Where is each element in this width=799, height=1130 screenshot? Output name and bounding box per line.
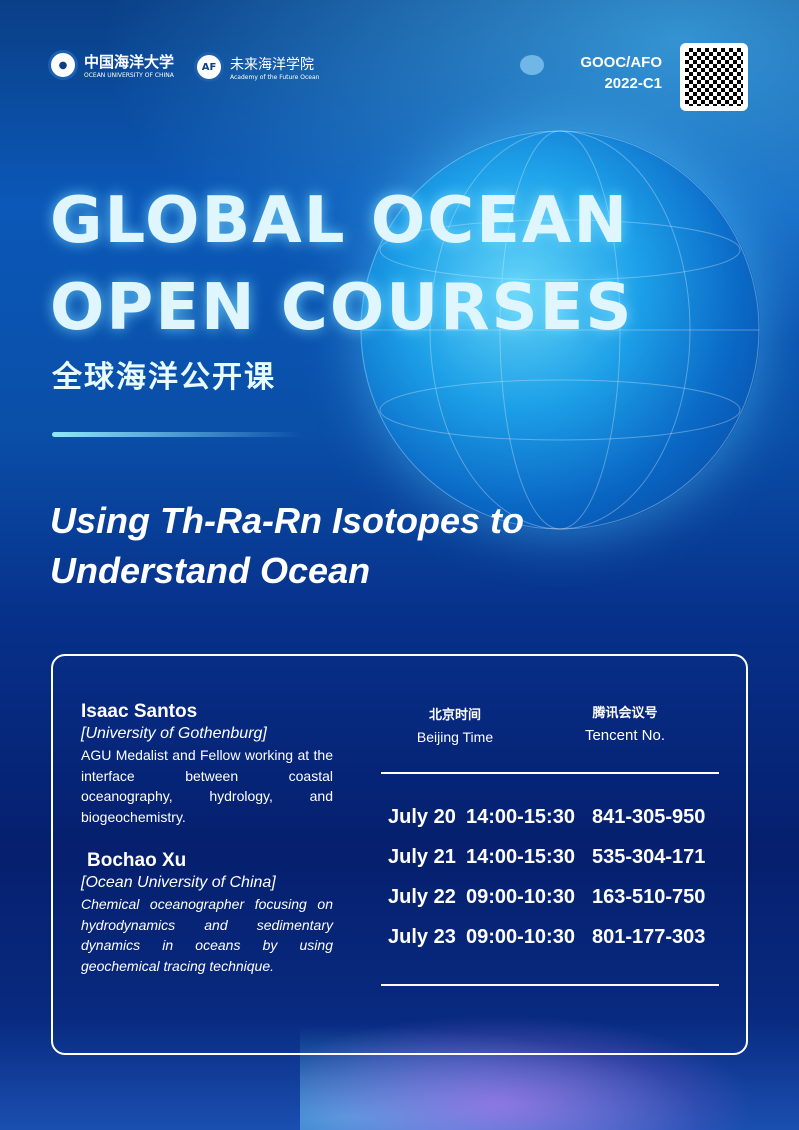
talk-line2: Understand Ocean [50, 550, 371, 591]
meeting-id[interactable]: 841-305-950 [592, 806, 706, 828]
date: July 20 [388, 806, 456, 828]
divider [52, 432, 302, 437]
schedule-row: July 21 14:00-15:30 535-304-171 [388, 846, 705, 869]
afo-name-en: Academy of the Future Ocean [230, 73, 320, 81]
qr-code-icon [680, 43, 748, 111]
date: July 22 [388, 886, 456, 908]
speaker-affiliation: [Ocean University of China] [81, 874, 276, 891]
speaker-affiliation: [University of Gothenburg] [81, 725, 267, 742]
time: 14:00-15:30 [466, 846, 575, 868]
talk-title: Using Th-Ra-Rn Isotopes to Understand Oce… [50, 496, 524, 596]
talk-line1: Using Th-Ra-Rn Isotopes to [50, 500, 524, 541]
info-panel [51, 654, 748, 1055]
time: 14:00-15:30 [466, 806, 575, 828]
divider [381, 984, 719, 986]
speaker: Isaac Santos [University of Gothenburg] … [81, 700, 333, 827]
title-line1: GLOBAL OCEAN [50, 184, 629, 258]
time: 09:00-10:30 [466, 926, 575, 948]
afo-name-cn: 未来海洋学院 [230, 56, 314, 73]
afo-logo: AF 未来海洋学院 Academy of the Future Ocean [194, 52, 319, 82]
divider [381, 772, 719, 774]
id-header-cn: 腾讯会议号 [592, 705, 658, 720]
code-line1: GOOC/AFO [580, 54, 662, 71]
date: July 21 [388, 846, 456, 868]
code-line2: 2022-C1 [604, 75, 662, 92]
course-code: GOOC/AFO 2022-C1 [580, 52, 662, 94]
meeting-id[interactable]: 163-510-750 [592, 886, 706, 908]
time-header-cn: 北京时间 [428, 707, 481, 722]
ouc-logo: ● 中国海洋大学 OCEAN UNIVERSITY OF CHINA [48, 50, 174, 80]
time-header: 北京时间 Beijing Time [400, 704, 510, 748]
poster-title: GLOBAL OCEAN OPEN COURSES [50, 178, 633, 352]
time-header-en: Beijing Time [416, 729, 494, 745]
chat-icon [520, 55, 544, 75]
globe-graphic [360, 130, 760, 530]
meeting-id[interactable]: 535-304-171 [592, 846, 706, 868]
title-cn: 全球海洋公开课 [52, 360, 276, 395]
schedule-row: July 23 09:00-10:30 801-177-303 [388, 926, 705, 949]
id-header-en: Tencent No. [584, 727, 666, 744]
date: July 23 [388, 926, 456, 948]
speaker-name: Isaac Santos [81, 701, 198, 722]
id-header: 腾讯会议号 Tencent No. [570, 702, 680, 747]
aurora-graphic [300, 1000, 799, 1130]
title-line2: OPEN COURSES [50, 271, 634, 345]
afo-seal-icon: AF [194, 52, 224, 82]
meeting-id[interactable]: 801-177-303 [592, 926, 706, 948]
speaker: Bochao Xu [Ocean University of China] Ch… [81, 849, 333, 976]
schedule-row: July 22 09:00-10:30 163-510-750 [388, 886, 705, 909]
speakers: Isaac Santos [University of Gothenburg] … [81, 700, 333, 976]
speaker-name: Bochao Xu [87, 850, 187, 871]
time: 09:00-10:30 [466, 886, 575, 908]
ouc-name-cn: 中国海洋大学 [84, 53, 175, 71]
speaker-bio: Chemical oceanographer focusing on hydro… [81, 896, 333, 974]
ouc-name-en: OCEAN UNIVERSITY OF CHINA [84, 72, 174, 79]
speaker-bio: AGU Medalist and Fellow working at the i… [81, 747, 333, 825]
schedule-row: July 20 14:00-15:30 841-305-950 [388, 806, 705, 829]
ouc-seal-icon: ● [48, 50, 78, 80]
